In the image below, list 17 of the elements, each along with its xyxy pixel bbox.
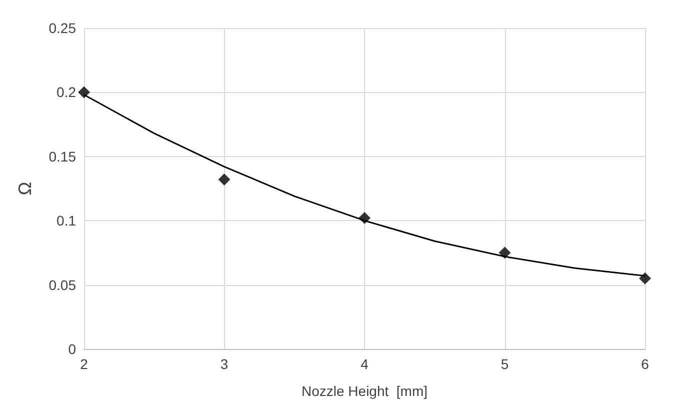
x-tick-label: 5 xyxy=(500,356,509,372)
x-axis-title: Nozzle Height [mm] xyxy=(301,383,428,399)
y-tick-label: 0.05 xyxy=(48,276,76,293)
x-tick-label: 3 xyxy=(220,356,228,372)
y-tick-label: 0.2 xyxy=(56,84,76,100)
x-tick-label: 4 xyxy=(360,356,369,372)
x-tick-label: 2 xyxy=(80,356,88,372)
y-tick-label: 0.25 xyxy=(48,20,76,36)
y-tick-label: 0.15 xyxy=(48,148,76,164)
x-tick-label: 6 xyxy=(641,356,650,372)
point xyxy=(639,272,651,284)
point xyxy=(78,86,90,98)
point xyxy=(218,174,230,186)
point xyxy=(498,246,511,259)
y-tick-label: 0.1 xyxy=(56,212,76,229)
y-tick-label: 0 xyxy=(68,341,76,357)
y-axis-title: Ω xyxy=(15,182,35,196)
